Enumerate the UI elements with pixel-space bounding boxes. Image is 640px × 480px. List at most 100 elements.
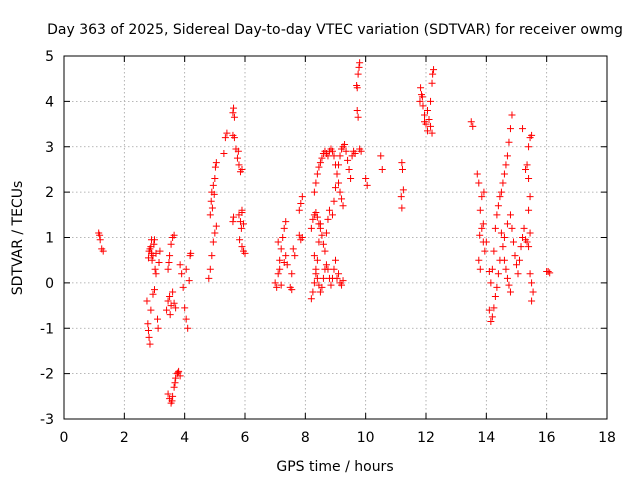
data-point [150,240,158,248]
data-point [513,261,520,269]
data-point [230,213,238,221]
data-point [503,274,511,282]
data-point [339,202,347,210]
data-point [274,238,282,246]
data-point [525,243,533,251]
data-point [147,236,155,244]
data-point [273,283,281,291]
y-tick-label: 0 [45,276,54,292]
data-point [279,234,287,241]
data-point [520,224,528,232]
data-point [206,265,214,273]
data-point [282,252,290,260]
data-point [485,306,493,314]
data-point [327,281,335,289]
y-tick-label: 1 [45,231,54,247]
data-point [276,256,284,264]
data-point [316,224,324,232]
data-point [500,234,508,241]
data-point [236,236,244,244]
data-point [165,258,173,266]
data-point [487,279,495,287]
data-point [221,134,229,142]
data-point [324,265,332,273]
data-point [363,181,371,189]
data-point [354,113,362,121]
data-point [210,190,218,198]
data-point [312,179,320,187]
data-point [319,274,327,282]
data-point [298,193,306,201]
data-point [182,265,190,273]
data-point [506,211,514,219]
data-point [168,397,176,405]
data-point [288,286,296,294]
data-point [503,152,511,160]
data-point [497,188,505,196]
data-point [164,297,172,305]
data-point [357,147,365,155]
x-tick-label: 2 [120,430,129,446]
data-point [469,122,477,130]
points-layer [95,59,554,407]
data-point [478,224,486,232]
data-point [508,111,516,119]
data-point [322,229,330,237]
data-point [312,265,320,273]
data-point [99,247,107,255]
data-point [164,390,172,398]
data-point [506,288,514,296]
data-point [325,206,333,214]
data-point [318,231,326,239]
data-point [476,206,484,214]
data-point [170,231,178,239]
data-point [156,247,164,255]
data-point [330,152,338,160]
data-point [145,333,153,341]
data-point [207,197,215,205]
data-point [212,159,220,167]
data-point [503,220,511,228]
data-point [476,231,484,239]
data-point [354,70,362,78]
data-point [335,270,343,278]
data-point [220,150,228,158]
data-point [335,179,343,187]
data-point [398,165,406,173]
data-point [333,274,341,282]
data-point [427,97,435,105]
x-tick-label: 16 [538,430,556,446]
data-point [478,193,486,201]
y-tick-label: 5 [45,49,54,65]
data-point [238,206,246,214]
data-point [209,181,217,189]
data-point [298,234,306,241]
data-point [155,258,163,266]
data-point [424,106,432,114]
data-point [230,134,238,142]
data-point [475,256,483,264]
data-point [187,249,195,257]
data-point [525,175,533,183]
data-point [179,283,187,291]
data-point [184,324,192,332]
data-point [169,392,177,400]
data-point [428,129,436,137]
data-point [211,175,219,183]
data-point [309,288,317,296]
data-point [344,156,352,164]
data-point [420,111,428,119]
data-point [502,161,510,169]
data-point [288,270,296,278]
grid-layer [64,56,607,419]
data-point [96,236,104,244]
data-point [491,224,499,232]
data-point [424,127,432,135]
data-point [514,270,522,278]
data-point [522,165,530,173]
data-point [322,261,330,269]
data-point [496,193,504,201]
